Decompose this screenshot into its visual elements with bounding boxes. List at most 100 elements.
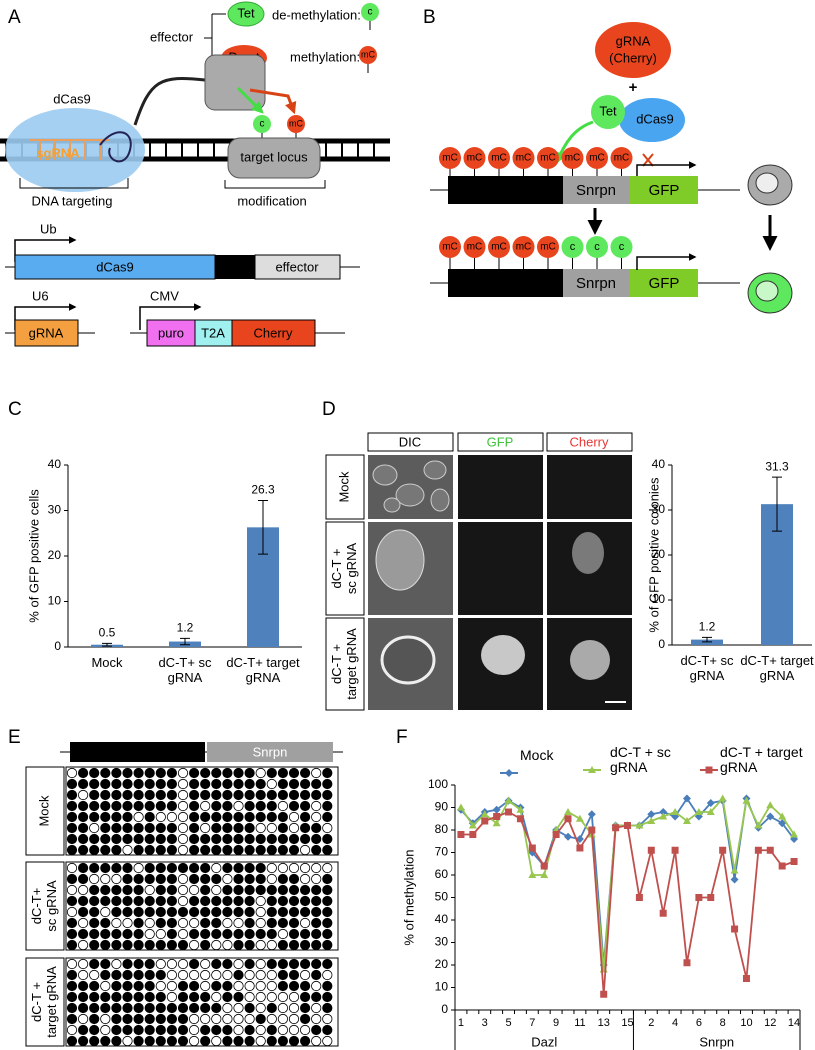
row-label: dC-T +: [329, 644, 344, 684]
cpg-dot: [133, 906, 144, 918]
marker: [778, 812, 787, 820]
label: DNA targeting: [32, 193, 113, 208]
cpg-dot: [277, 991, 288, 1003]
cpg-dot: [78, 844, 89, 856]
lollipop: [488, 236, 510, 258]
x-tick-label: dC-T+ target gRNA: [740, 653, 814, 683]
cpg-dot: [100, 833, 111, 845]
cpg-dot: [155, 811, 166, 823]
cpg-dot: [222, 833, 233, 845]
y-tick-label: 0: [441, 1002, 448, 1016]
cherry-signal: [572, 532, 604, 574]
cpg-dot: [266, 1035, 277, 1047]
y-tick-label: 50: [435, 890, 449, 904]
marker: [682, 817, 691, 824]
arrow: [236, 86, 264, 114]
label: T2A: [201, 325, 225, 340]
nucleus: [755, 280, 779, 302]
marker: [635, 821, 644, 829]
x-tick-label: 11: [574, 1017, 585, 1029]
legend-label: dC-T + target gRNA: [720, 744, 803, 775]
marker: [719, 846, 727, 854]
cpg-dot: [244, 980, 255, 992]
cpg-dot: [244, 1024, 255, 1036]
cpg-dot: [266, 917, 277, 929]
cpg-dot: [66, 895, 78, 907]
error-bar: [258, 499, 268, 555]
cpg-dot: [311, 1002, 322, 1014]
y-tick-label: 60: [435, 867, 449, 881]
cpg-dot: [211, 895, 222, 907]
cpg-dot: [155, 980, 166, 992]
label: mC: [442, 153, 458, 164]
cpg-dot: [222, 811, 233, 823]
cpg-dot: [211, 833, 222, 845]
cpg-dot: [78, 917, 89, 929]
sgrna-strand: [30, 139, 110, 160]
cpg-dot: [200, 862, 211, 874]
cpg-dot: [266, 778, 277, 790]
cpg-dot: [322, 862, 333, 874]
y-tick-label: 20: [435, 957, 449, 971]
cpg-dot: [166, 895, 177, 907]
lollipop: [512, 236, 535, 258]
panel-label: D: [322, 399, 336, 420]
cpg-dot: [222, 1024, 233, 1036]
cpg-dot: [322, 833, 333, 845]
cpg-dot: [222, 884, 233, 896]
cpg-dot: [122, 833, 133, 845]
row-box: [25, 766, 65, 856]
cpg-dot: [266, 969, 277, 981]
cpg-dot: [277, 778, 288, 790]
cpg-dot: [222, 928, 233, 940]
cpg-dot: [211, 1035, 222, 1047]
cpg-dot: [233, 844, 244, 856]
cpg-dot: [177, 939, 189, 951]
marker: [766, 812, 775, 821]
cpg-dot: [78, 1024, 89, 1036]
cpg-dot: [311, 778, 322, 790]
cpg-dot: [299, 862, 311, 874]
cpg-dot: [133, 1035, 144, 1047]
cpg-dot: [233, 969, 244, 981]
cpg-dot: [100, 822, 111, 834]
label: Snrpn: [576, 275, 616, 292]
cpg-dot: [277, 884, 288, 896]
cpg-dot: [211, 939, 222, 951]
y-tick-label: 100: [428, 777, 448, 791]
cpg-dot: [166, 980, 177, 992]
cpg-dot: [200, 991, 211, 1003]
cpg-dot: [211, 980, 222, 992]
label: Cherry: [253, 325, 293, 340]
cpg-dot: [111, 800, 122, 812]
cpg-dot: [277, 767, 288, 779]
marker: [528, 844, 536, 852]
cpg-dot: [89, 789, 100, 801]
marker: [766, 846, 774, 854]
cpg-dot: [166, 833, 177, 845]
cpg-dot: [244, 1035, 255, 1047]
cpg-dot: [322, 939, 333, 951]
cpg-dot: [288, 895, 300, 907]
cpg-dot: [144, 811, 155, 823]
dazl-box: [70, 742, 205, 762]
cpg-dot: [222, 800, 233, 812]
cpg-dot: [155, 939, 166, 951]
cpg-dot: [311, 811, 322, 823]
cpg-dot: [244, 800, 255, 812]
cpg-dot: [100, 895, 111, 907]
cpg-dot: [299, 906, 311, 918]
cpg-dot: [133, 939, 144, 951]
cpg-dot: [100, 884, 111, 896]
dcas9-box: [14, 254, 216, 280]
block-mark: [642, 153, 654, 167]
marker: [790, 858, 798, 865]
cpg-dot: [200, 833, 211, 845]
cpg-dot: [200, 980, 211, 992]
cpg-dot: [155, 778, 166, 790]
cpg-dot: [322, 969, 333, 981]
cpg-dot: [78, 969, 89, 981]
marker: [505, 769, 513, 777]
cpg-dot: [255, 928, 266, 940]
y-tick-label: 10: [48, 594, 62, 608]
